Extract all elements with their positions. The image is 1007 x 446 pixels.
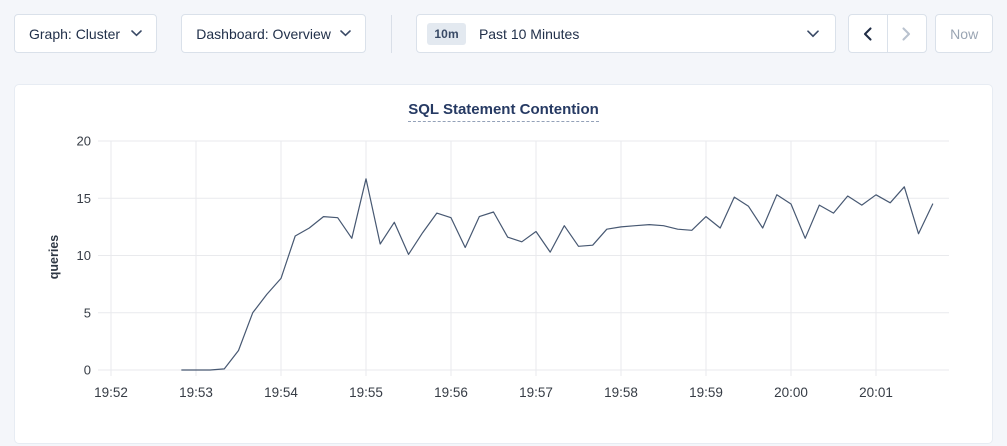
chart-axis-labels: 0 5 10 15 20 19:52 19:53 19:54 19:55 19:56 19:57 19…: [47, 134, 893, 401]
x-tick-label: 19:55: [349, 385, 383, 400]
chevron-down-icon: [131, 30, 143, 37]
x-tick-label: 19:59: [689, 385, 723, 400]
time-range-dropdown[interactable]: 10m Past 10 Minutes: [416, 14, 836, 53]
chevron-down-icon: [340, 30, 352, 37]
time-forward-button[interactable]: [888, 15, 927, 52]
dashboard-dropdown[interactable]: Dashboard: Overview: [181, 14, 367, 53]
chart-panel: SQL Statement Contention 0 5 10 15 20 19:52 19…: [14, 84, 993, 444]
chart-title[interactable]: SQL Statement Contention: [408, 101, 599, 122]
time-range-badge: 10m: [427, 22, 466, 45]
y-tick-label: 0: [84, 363, 91, 378]
x-tick-label: 20:01: [859, 385, 893, 400]
series-line: [181, 178, 934, 371]
now-button[interactable]: Now: [935, 14, 994, 53]
x-tick-label: 19:53: [179, 385, 213, 400]
chart-grid: [98, 140, 949, 376]
chart-title-row: SQL Statement Contention: [15, 85, 992, 129]
y-tick-label: 5: [84, 305, 91, 320]
time-backward-button[interactable]: [849, 15, 888, 52]
x-tick-label: 20:00: [774, 385, 808, 400]
y-axis-label: queries: [47, 235, 61, 280]
x-tick-label: 19:58: [604, 385, 638, 400]
time-range-label: Past 10 Minutes: [478, 25, 580, 42]
time-nav-button-group: [847, 14, 928, 53]
toolbar: Graph: Cluster Dashboard: Overview 10m P…: [14, 14, 994, 53]
graph-dropdown[interactable]: Graph: Cluster: [14, 14, 158, 53]
y-tick-label: 10: [77, 248, 91, 263]
x-tick-label: 19:54: [264, 385, 298, 400]
dashboard-dropdown-label: Dashboard: Overview: [196, 25, 331, 42]
x-tick-label: 19:52: [94, 385, 128, 400]
y-tick-label: 15: [77, 191, 91, 206]
page: Graph: Cluster Dashboard: Overview 10m P…: [0, 14, 1007, 444]
toolbar-divider: [391, 14, 393, 53]
chevron-left-icon: [863, 26, 872, 41]
chevron-down-icon: [807, 29, 819, 38]
x-tick-label: 19:57: [519, 385, 553, 400]
line-chart[interactable]: 0 5 10 15 20 19:52 19:53 19:54 19:55 19:56 19:57 19…: [15, 129, 992, 411]
y-tick-label: 20: [77, 134, 91, 149]
chevron-right-icon: [902, 26, 911, 41]
x-tick-label: 19:56: [434, 385, 468, 400]
graph-dropdown-label: Graph: Cluster: [29, 25, 121, 42]
